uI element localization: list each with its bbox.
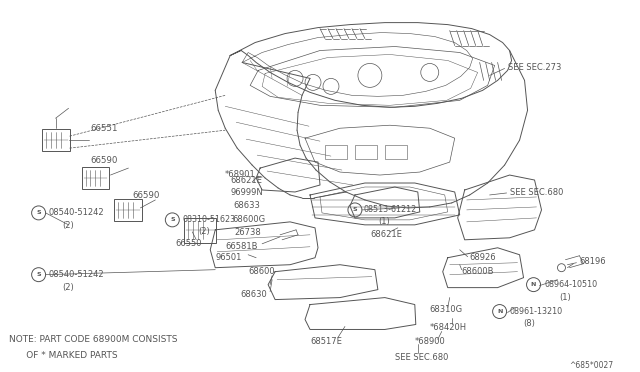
Text: 68633: 68633 bbox=[233, 201, 260, 211]
Text: NOTE: PART CODE 68900M CONSISTS: NOTE: PART CODE 68900M CONSISTS bbox=[9, 335, 177, 344]
Text: 68517E: 68517E bbox=[310, 337, 342, 346]
Text: 08540-51242: 08540-51242 bbox=[49, 208, 104, 217]
Text: SEE SEC.680: SEE SEC.680 bbox=[395, 353, 448, 362]
Text: (1): (1) bbox=[559, 293, 572, 302]
Text: 66581B: 66581B bbox=[225, 242, 258, 251]
Text: (8): (8) bbox=[524, 319, 536, 328]
Text: S: S bbox=[353, 208, 357, 212]
Text: 96501: 96501 bbox=[215, 253, 242, 262]
Text: (2): (2) bbox=[63, 283, 74, 292]
Bar bbox=[42, 129, 70, 151]
Text: 68310G: 68310G bbox=[430, 305, 463, 314]
Text: *68900: *68900 bbox=[415, 337, 445, 346]
Text: S: S bbox=[36, 211, 41, 215]
Text: 68621E: 68621E bbox=[230, 176, 262, 185]
Text: N: N bbox=[497, 309, 502, 314]
Bar bbox=[115, 199, 142, 221]
Text: 08540-51242: 08540-51242 bbox=[49, 270, 104, 279]
Text: 66550: 66550 bbox=[175, 239, 202, 248]
Text: SEE SEC.680: SEE SEC.680 bbox=[509, 189, 563, 198]
Text: S: S bbox=[170, 217, 175, 222]
Bar bbox=[355, 145, 377, 159]
Text: 66590: 66590 bbox=[132, 192, 160, 201]
Text: 66551: 66551 bbox=[90, 124, 118, 133]
Text: N: N bbox=[531, 282, 536, 287]
Text: (2): (2) bbox=[63, 221, 74, 230]
Text: 26738: 26738 bbox=[234, 228, 261, 237]
Text: 96999N: 96999N bbox=[230, 189, 263, 198]
Text: 68630: 68630 bbox=[240, 290, 267, 299]
Text: 68196: 68196 bbox=[579, 257, 606, 266]
Bar bbox=[325, 145, 347, 159]
Text: ^685*0027: ^685*0027 bbox=[570, 361, 614, 370]
Text: 08310-51623: 08310-51623 bbox=[182, 215, 236, 224]
Text: 08961-13210: 08961-13210 bbox=[509, 307, 563, 316]
Text: (1): (1) bbox=[378, 217, 390, 227]
Bar bbox=[184, 218, 216, 243]
Text: *68420H: *68420H bbox=[430, 323, 467, 332]
Text: 68600: 68600 bbox=[248, 267, 275, 276]
Text: 68600G: 68600G bbox=[232, 215, 266, 224]
Text: SEE SEC.273: SEE SEC.273 bbox=[508, 63, 561, 72]
Text: (2): (2) bbox=[198, 227, 210, 236]
Text: 68600B: 68600B bbox=[461, 267, 494, 276]
Text: *68901: *68901 bbox=[225, 170, 256, 179]
Text: 08513-61212: 08513-61212 bbox=[364, 205, 417, 214]
Text: OF * MARKED PARTS: OF * MARKED PARTS bbox=[9, 351, 117, 360]
Text: S: S bbox=[36, 272, 41, 277]
Text: 68926: 68926 bbox=[470, 253, 496, 262]
Text: 66590: 66590 bbox=[90, 155, 118, 164]
Bar bbox=[81, 167, 109, 189]
Text: 08964-10510: 08964-10510 bbox=[545, 280, 598, 289]
Bar bbox=[385, 145, 407, 159]
Text: 68621E: 68621E bbox=[370, 230, 402, 239]
